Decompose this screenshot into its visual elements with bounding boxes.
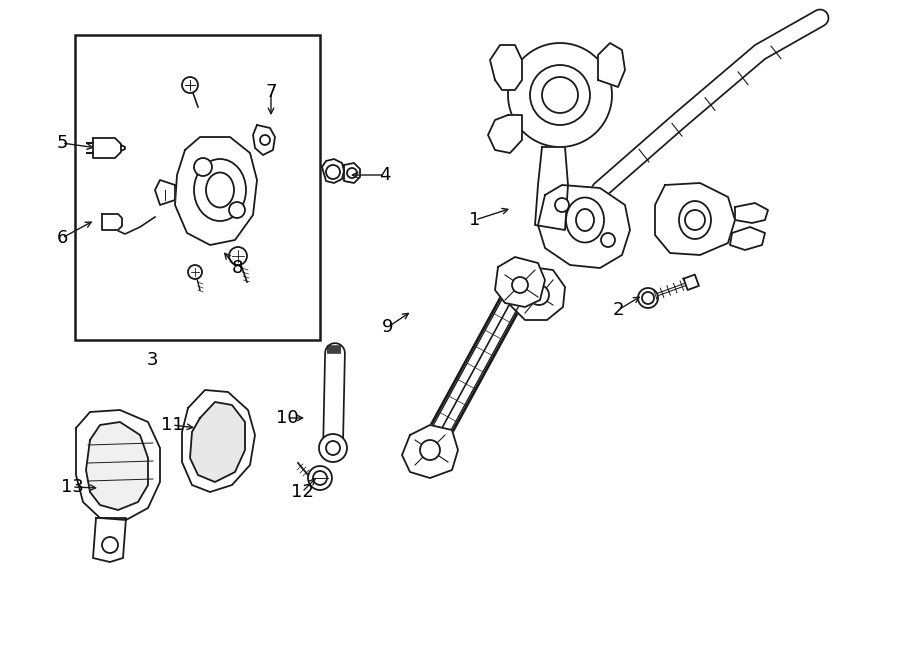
Polygon shape (730, 227, 765, 250)
Circle shape (326, 165, 340, 179)
Ellipse shape (566, 198, 604, 243)
Text: 10: 10 (275, 409, 298, 427)
Text: 13: 13 (60, 478, 84, 496)
Polygon shape (490, 45, 522, 90)
Circle shape (685, 210, 705, 230)
Bar (75, 35, 320, 340)
Circle shape (313, 471, 327, 485)
Circle shape (638, 288, 658, 308)
Ellipse shape (206, 173, 234, 208)
Circle shape (512, 277, 528, 293)
Polygon shape (253, 125, 275, 155)
Text: 12: 12 (291, 483, 313, 501)
Ellipse shape (194, 159, 246, 221)
Ellipse shape (679, 201, 711, 239)
Polygon shape (121, 145, 125, 151)
Polygon shape (535, 147, 568, 230)
Circle shape (508, 43, 612, 147)
Circle shape (642, 292, 654, 304)
Polygon shape (76, 410, 160, 520)
Polygon shape (655, 183, 735, 255)
Circle shape (530, 65, 590, 125)
Polygon shape (344, 163, 360, 183)
Polygon shape (598, 43, 625, 87)
Circle shape (529, 285, 549, 305)
Polygon shape (175, 137, 257, 245)
Text: 3: 3 (146, 351, 158, 369)
Text: 7: 7 (266, 83, 277, 101)
Text: 5: 5 (56, 134, 68, 152)
Polygon shape (182, 390, 255, 492)
Circle shape (555, 198, 569, 212)
Polygon shape (155, 180, 175, 205)
Text: 8: 8 (231, 259, 243, 277)
Circle shape (347, 168, 357, 178)
Circle shape (260, 135, 270, 145)
Polygon shape (86, 422, 148, 510)
Circle shape (229, 202, 245, 218)
Circle shape (102, 537, 118, 553)
Text: 6: 6 (57, 229, 68, 247)
Polygon shape (322, 159, 344, 183)
Polygon shape (93, 518, 126, 562)
Circle shape (308, 466, 332, 490)
Polygon shape (538, 185, 630, 268)
Circle shape (319, 434, 347, 462)
Polygon shape (102, 214, 122, 230)
Text: 4: 4 (379, 166, 391, 184)
Circle shape (188, 265, 202, 279)
Polygon shape (488, 115, 522, 153)
Ellipse shape (576, 209, 594, 231)
Circle shape (542, 77, 578, 113)
Polygon shape (735, 203, 768, 223)
Polygon shape (190, 402, 245, 482)
Polygon shape (510, 267, 565, 320)
Polygon shape (93, 138, 121, 158)
Circle shape (182, 77, 198, 93)
Polygon shape (495, 257, 545, 307)
Circle shape (420, 440, 440, 460)
Circle shape (194, 158, 212, 176)
Circle shape (326, 441, 340, 455)
Text: 9: 9 (382, 318, 394, 336)
Text: 2: 2 (612, 301, 624, 319)
Circle shape (601, 233, 615, 247)
Text: 1: 1 (469, 211, 481, 229)
Text: 11: 11 (160, 416, 184, 434)
Polygon shape (683, 274, 699, 290)
Polygon shape (402, 425, 458, 478)
Circle shape (229, 247, 247, 265)
